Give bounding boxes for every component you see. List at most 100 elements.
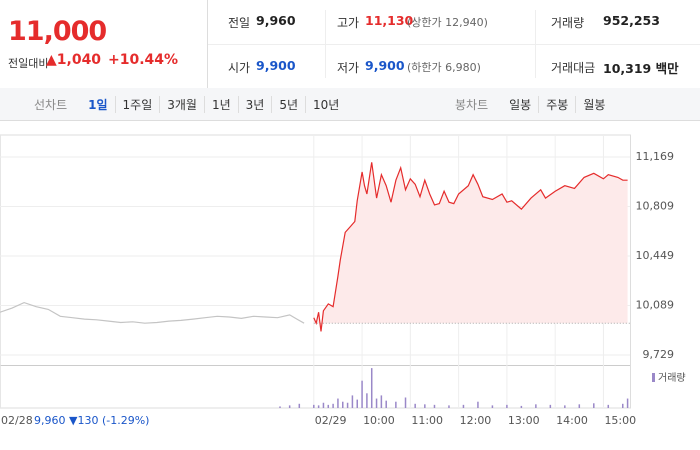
cell-label: 거래대금 bbox=[551, 61, 596, 75]
volume-bar bbox=[622, 403, 624, 408]
cell-value: 11,130 bbox=[365, 13, 414, 28]
volume-bar bbox=[279, 406, 281, 408]
volume-bar bbox=[535, 404, 537, 408]
divider bbox=[207, 0, 208, 88]
volume-bar bbox=[578, 404, 581, 408]
tab[interactable]: 주봉 bbox=[538, 96, 575, 113]
volume-bar bbox=[322, 402, 325, 408]
tab[interactable]: 5년 bbox=[271, 96, 305, 113]
x-tick-label: 10:00 bbox=[363, 414, 395, 427]
volume-bar bbox=[332, 403, 334, 408]
volume-bar bbox=[607, 404, 610, 408]
volume-bar bbox=[506, 404, 508, 408]
cell-label: 거래량 bbox=[551, 16, 585, 30]
volume-bar bbox=[462, 404, 465, 408]
x-tick-label: 15:00 bbox=[604, 414, 636, 427]
volume-bar bbox=[448, 405, 450, 408]
volume-bar bbox=[356, 399, 358, 408]
legend-swatch bbox=[652, 373, 655, 382]
x-tick-label: 11:00 bbox=[411, 414, 443, 427]
x-tick-label: 12:00 bbox=[460, 414, 492, 427]
volume-bar bbox=[351, 395, 354, 408]
volume-bar bbox=[626, 398, 629, 408]
y-tick-label: 10,449 bbox=[636, 249, 675, 262]
volume-bar bbox=[385, 400, 387, 408]
volume-bar bbox=[317, 405, 320, 408]
legend-label: 거래량 bbox=[658, 372, 686, 384]
volume-bar bbox=[549, 404, 552, 408]
x-tick-label: 13:00 bbox=[508, 414, 540, 427]
change-label: 전일대비 bbox=[8, 57, 49, 70]
change: ▲1,040 bbox=[46, 52, 102, 68]
divider bbox=[325, 10, 326, 78]
volume-bar bbox=[366, 393, 368, 408]
divider bbox=[535, 10, 536, 78]
volume-bar bbox=[424, 404, 426, 408]
line-tabs: 선차트 1일 1주일 3개월 1년 3년 5년 10년 bbox=[34, 96, 346, 113]
tab[interactable]: 1년 bbox=[203, 96, 238, 113]
prev-close: 9,960 bbox=[34, 414, 66, 427]
x-tick-label: 14:00 bbox=[556, 414, 588, 427]
volume-bar bbox=[346, 402, 349, 408]
tab[interactable]: 일봉 bbox=[509, 98, 532, 112]
volume-bar bbox=[433, 404, 436, 408]
volume-bar bbox=[404, 397, 407, 408]
chart: 11,169 10,809 10,449 10,089 9,729 02/28 02/29 1… bbox=[0, 134, 686, 427]
cell-label: 저가 bbox=[337, 61, 360, 75]
tab[interactable]: 10년 bbox=[305, 96, 346, 113]
volume-bar bbox=[414, 403, 416, 408]
volume-bar bbox=[313, 404, 315, 408]
volume-bar bbox=[361, 380, 363, 408]
footer: 9,960 ▼130 (-1.29%) bbox=[34, 414, 149, 427]
price-line bbox=[313, 162, 628, 332]
cell-note: (상한가 12,940) bbox=[407, 16, 488, 29]
cell-label: 시가 bbox=[228, 61, 251, 75]
volume-bar bbox=[593, 403, 595, 408]
tab[interactable]: 3개월 bbox=[159, 96, 204, 113]
y-tick-label: 9,729 bbox=[643, 348, 675, 361]
cell-value: 9,960 bbox=[256, 13, 296, 28]
y-tick-label: 10,089 bbox=[636, 298, 675, 311]
cell-label: 전일 bbox=[228, 16, 251, 30]
volume-bar bbox=[520, 405, 523, 408]
cell-value: 9,900 bbox=[365, 58, 405, 73]
volume-bar bbox=[327, 404, 330, 408]
tab[interactable]: 1주일 bbox=[114, 96, 160, 113]
volume-bar bbox=[370, 368, 373, 408]
area-fill bbox=[313, 162, 628, 332]
tab[interactable]: 월봉 bbox=[575, 96, 612, 113]
cell-value: 10,319 백만 bbox=[603, 61, 679, 76]
cell-label: 고가 bbox=[337, 16, 360, 30]
prev-rate: (-1.29%) bbox=[101, 414, 150, 427]
volume-bar bbox=[491, 405, 494, 408]
prev-change: ▼130 bbox=[69, 414, 99, 427]
price-line bbox=[0, 301, 305, 324]
volume-bar bbox=[380, 395, 383, 408]
volume-bar bbox=[477, 401, 479, 408]
cell-note: (하한가 6,980) bbox=[407, 61, 481, 74]
volume-bar bbox=[395, 401, 397, 408]
volume-bar bbox=[288, 405, 291, 408]
tab[interactable]: 3년 bbox=[237, 96, 272, 113]
volume-bar bbox=[298, 403, 301, 408]
rate: +10.44% bbox=[108, 52, 179, 68]
tab-bar: 선차트 1일 1주일 3개월 1년 3년 5년 10년 봉차트 일봉 주봉 월봉 bbox=[0, 88, 700, 121]
volume-bar bbox=[342, 401, 344, 408]
x-tick-label: 02/28 bbox=[1, 414, 33, 427]
cell-value: 9,900 bbox=[256, 58, 296, 73]
y-tick-label: 11,169 bbox=[636, 150, 675, 163]
volume-bar bbox=[375, 398, 378, 408]
candle-tabs: 봉차트 일봉 주봉 월봉 bbox=[455, 96, 612, 113]
tab[interactable]: 1일 bbox=[88, 98, 108, 112]
tab-group-label: 선차트 bbox=[34, 98, 68, 112]
price: 11,000 bbox=[8, 16, 107, 47]
header: 11,000 전일대비 ▲1,040 +10.44% 전일 9,960 고가 11,1… bbox=[0, 0, 700, 89]
x-tick-label: 02/29 bbox=[315, 414, 347, 427]
volume-bar bbox=[564, 405, 566, 408]
tab-group-label: 봉차트 bbox=[455, 98, 489, 112]
divider bbox=[208, 44, 700, 45]
cell-value: 952,253 bbox=[603, 13, 660, 28]
volume-bar bbox=[337, 398, 339, 408]
y-tick-label: 10,809 bbox=[636, 199, 675, 212]
